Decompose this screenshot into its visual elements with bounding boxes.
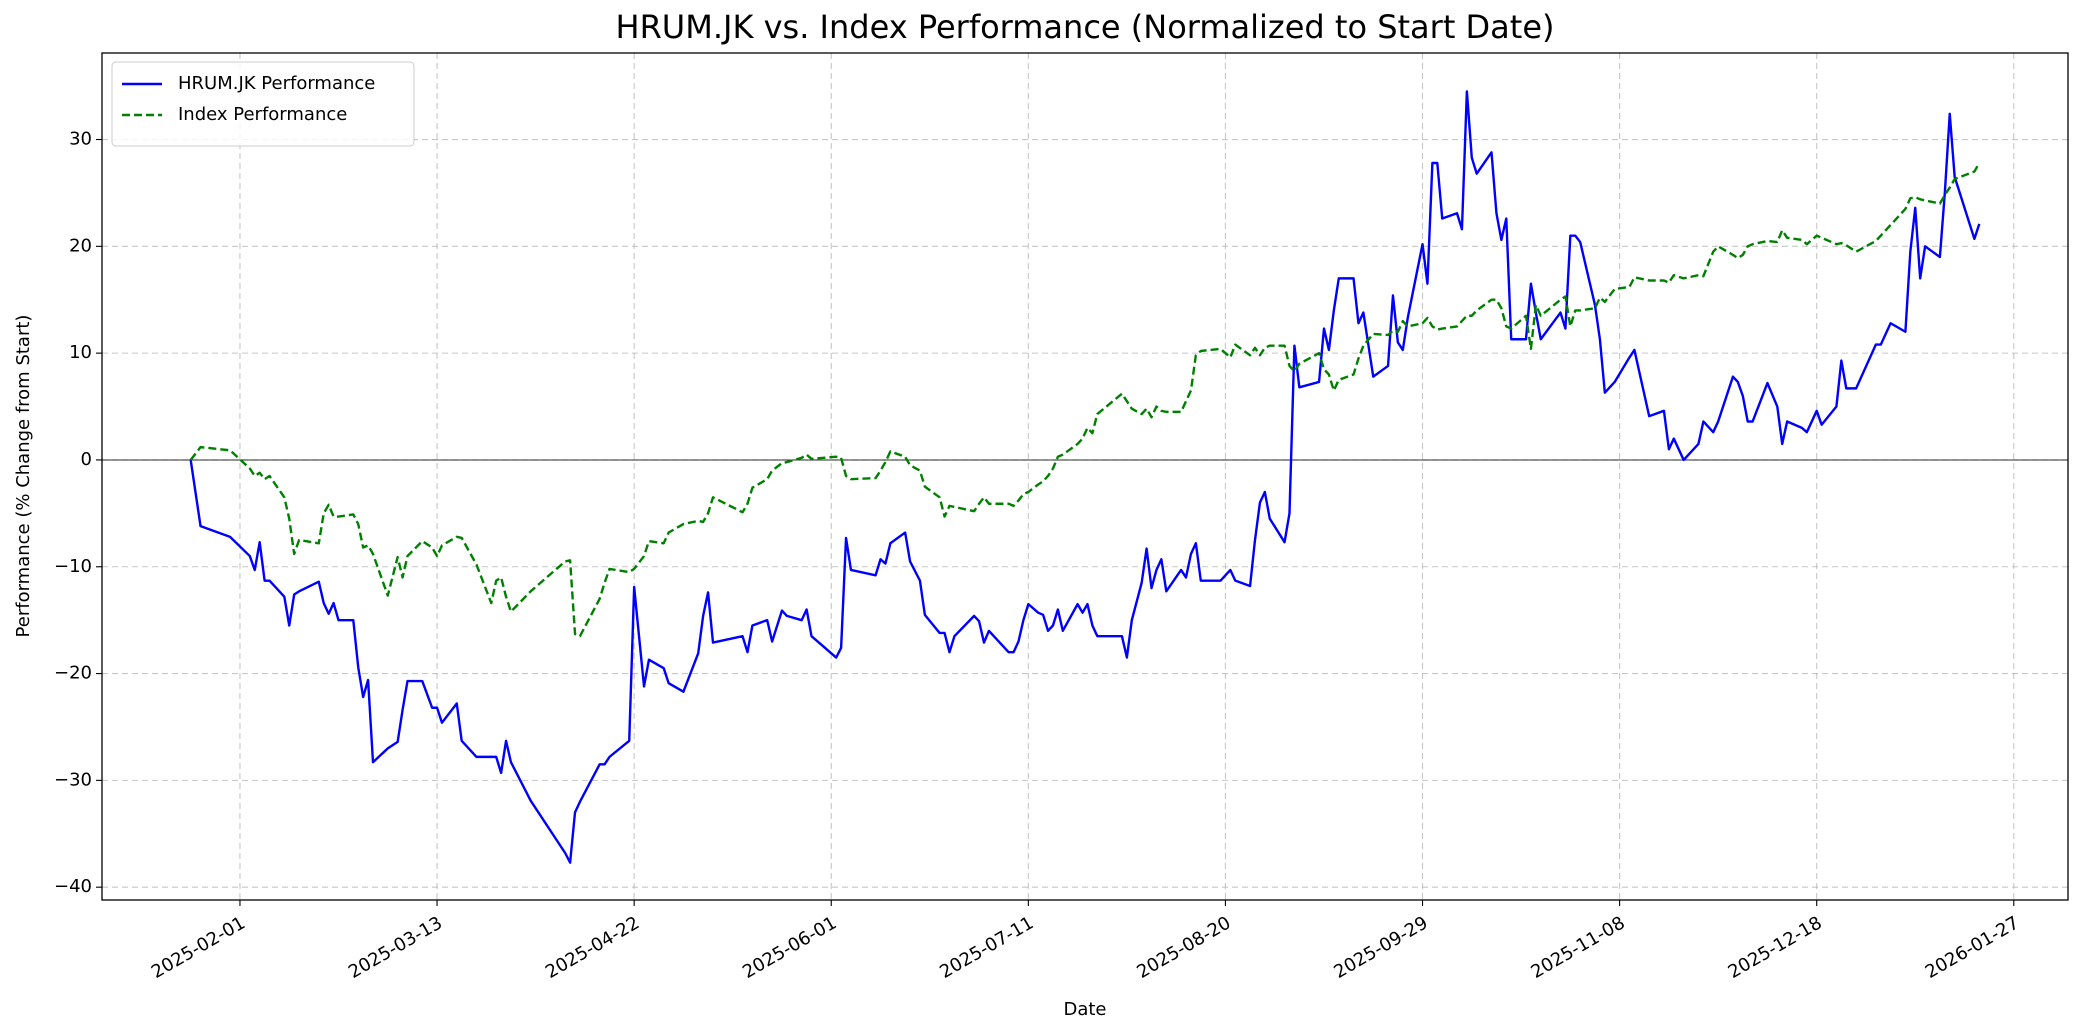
y-tick-label: −30 <box>54 769 92 790</box>
y-tick-label: −40 <box>54 876 92 897</box>
x-axis-label: Date <box>1063 999 1106 1020</box>
y-tick-label: 20 <box>69 235 92 256</box>
y-tick-label: 10 <box>69 342 92 363</box>
series-line <box>189 162 1981 638</box>
y-tick-label: 30 <box>69 129 92 150</box>
legend-box <box>111 61 415 147</box>
legend-label: HRUM.JK Performance <box>178 73 375 94</box>
chart-title: HRUM.JK vs. Index Performance (Normalize… <box>616 8 1555 46</box>
series-line <box>189 90 1981 864</box>
y-axis-label: Performance (% Change from Start) <box>13 315 34 638</box>
plot-frame <box>101 52 2069 901</box>
y-tick-label: −20 <box>54 663 92 684</box>
y-tick-label: −10 <box>54 556 92 577</box>
y-tick-label: 0 <box>81 449 92 470</box>
legend-label: Index Performance <box>178 104 347 125</box>
